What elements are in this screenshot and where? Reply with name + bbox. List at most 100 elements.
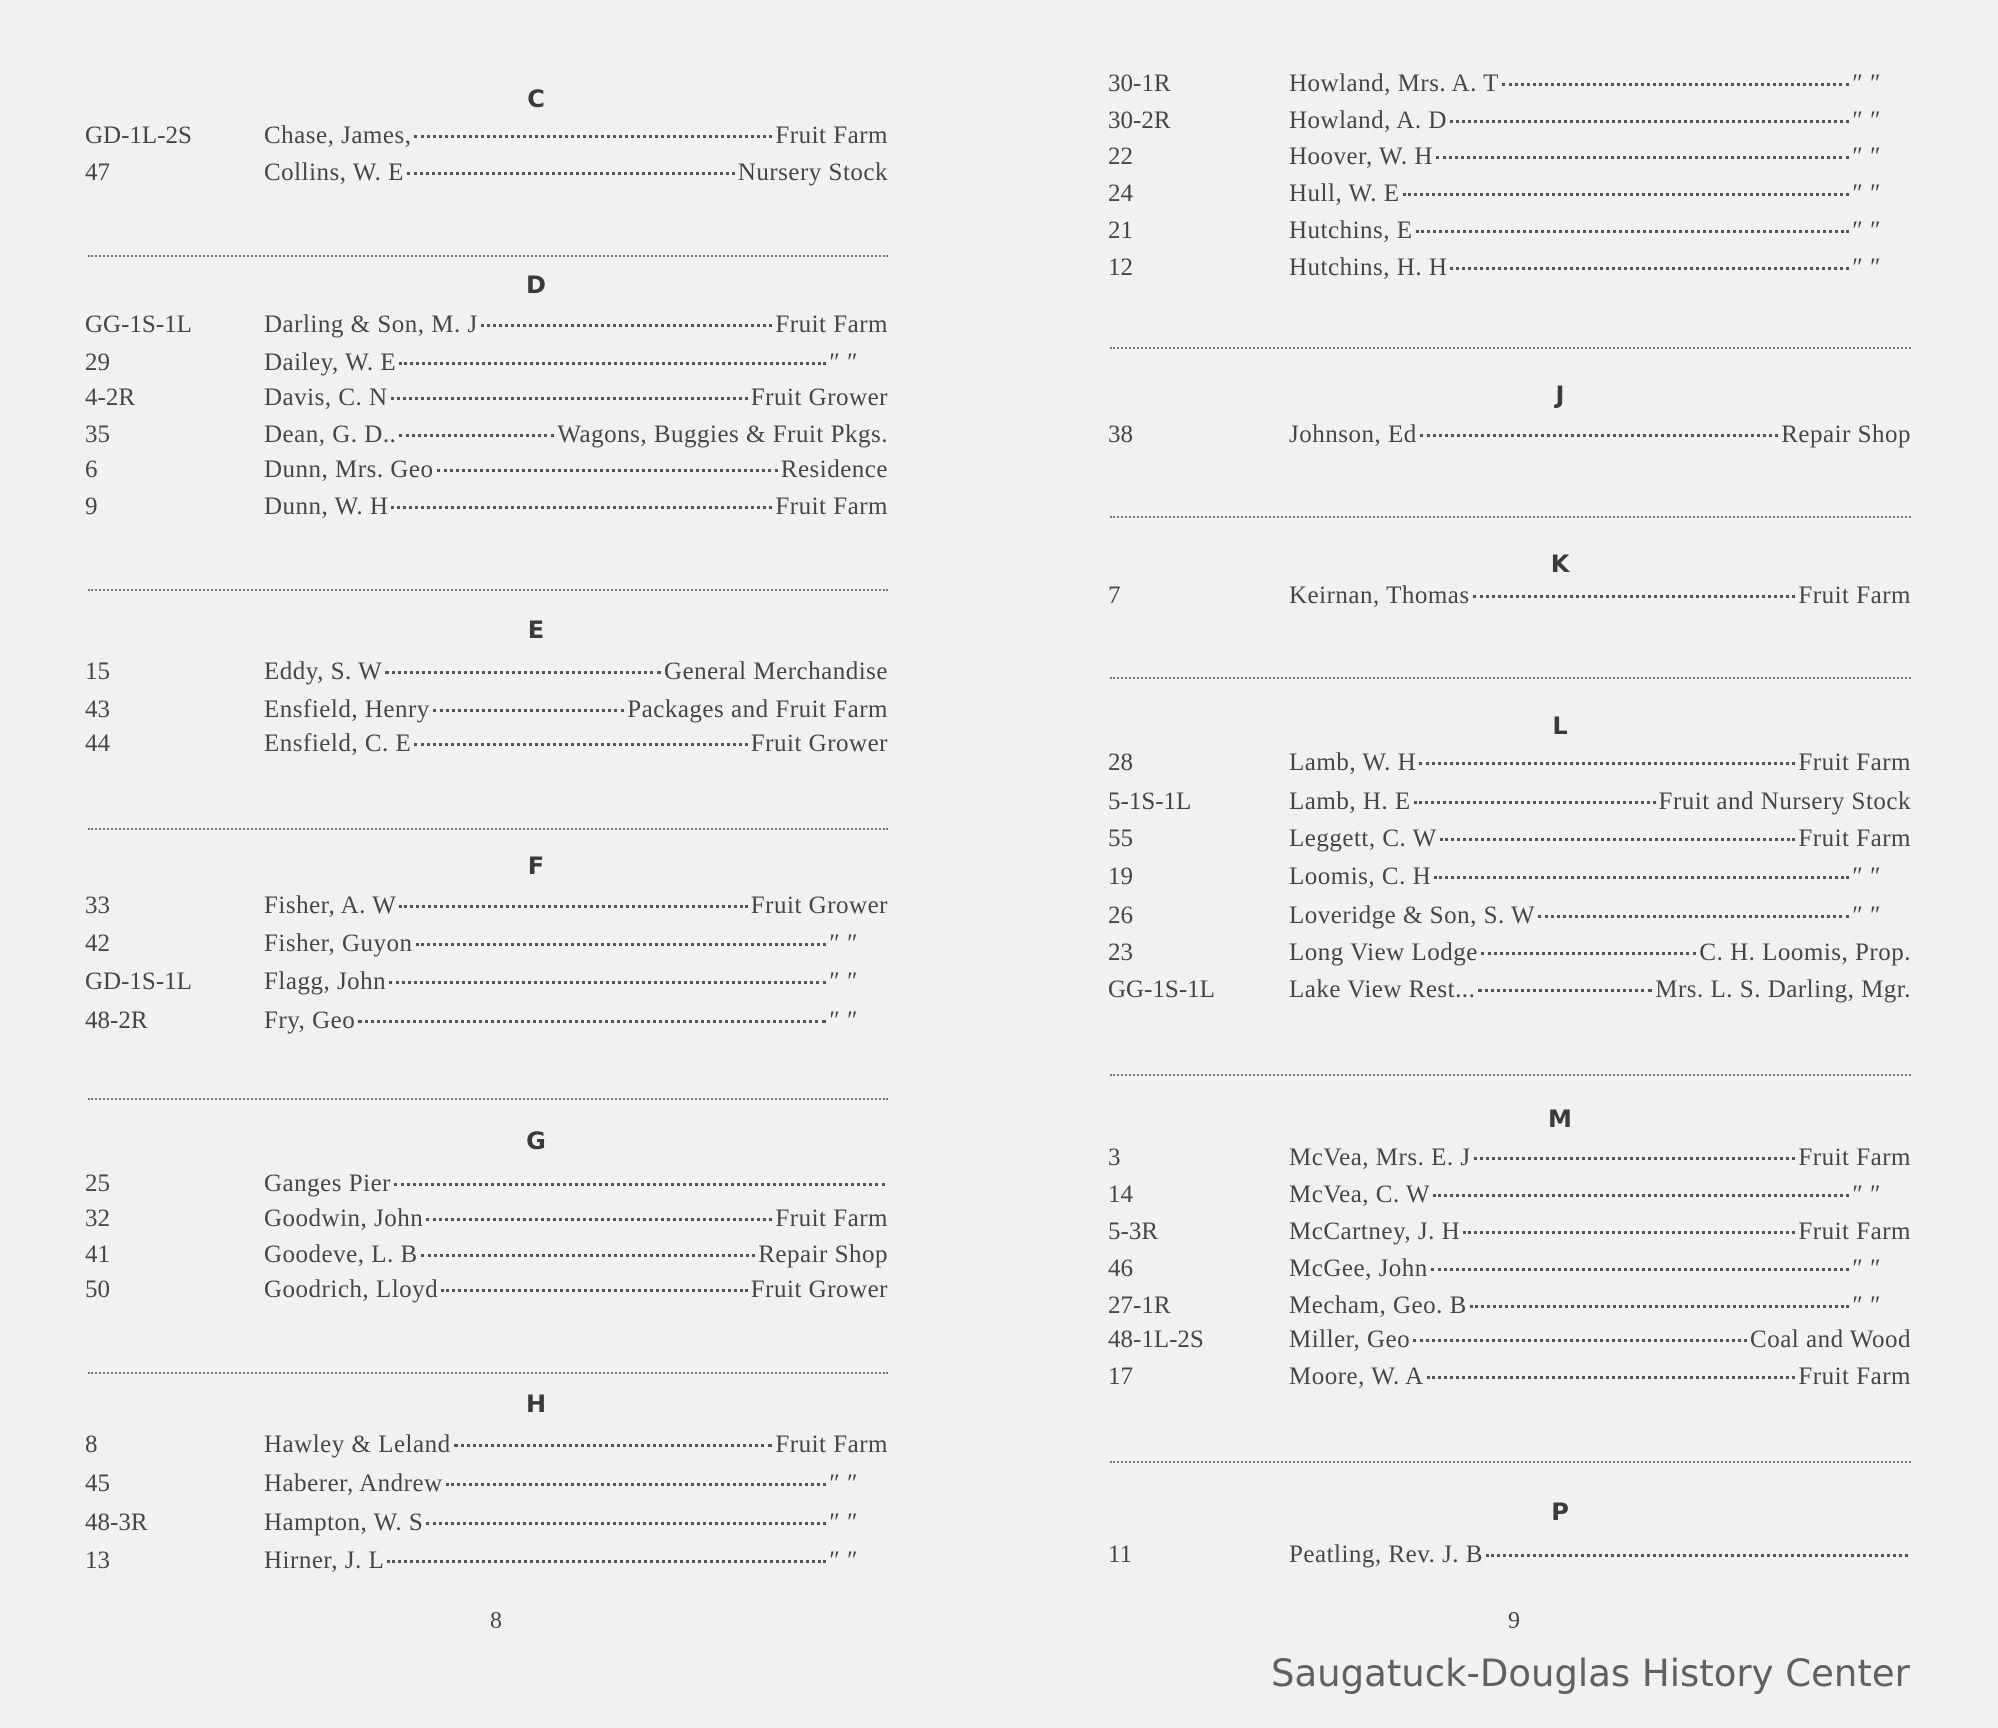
entry-code: 41 [85, 1241, 110, 1268]
entry-description: Fruit Farm [1798, 825, 1911, 852]
dot-leader [414, 743, 748, 746]
dot-leader [1486, 1554, 1908, 1557]
entry-code: 13 [85, 1547, 110, 1574]
entry-code: 25 [85, 1170, 110, 1197]
dotted-divider [88, 1098, 888, 1100]
dot-leader [1435, 156, 1850, 159]
entry-code: 4-2R [85, 384, 135, 411]
entry-code: GD-1L-2S [85, 122, 192, 149]
entry-code: 11 [1108, 1541, 1133, 1568]
entry-name: Lamb, W. H [1289, 749, 1417, 776]
entry-name: Peatling, Rev. J. B [1289, 1541, 1483, 1568]
entry-description: ″ ″ [829, 930, 858, 957]
directory-entry: Eddy, S. W General Merchandise [264, 658, 888, 686]
entry-code: 7 [1108, 582, 1121, 609]
entry-description: Nursery Stock [737, 159, 888, 186]
entry-name: Keirnan, Thomas [1289, 582, 1470, 609]
entry-code: 46 [1108, 1255, 1133, 1282]
entry-code: 33 [85, 892, 110, 919]
entry-code: 3 [1108, 1144, 1121, 1171]
directory-entry: Collins, W. E Nursery Stock [264, 159, 888, 187]
dot-leader [1501, 83, 1850, 86]
entry-name: Hull, W. E [1289, 180, 1400, 207]
entry-name: Fisher, Guyon [264, 930, 413, 957]
directory-entry: Loveridge & Son, S. W ″ ″ [1289, 902, 1911, 930]
entry-name: Hutchins, E [1289, 217, 1413, 244]
entry-code: 48-3R [85, 1509, 148, 1536]
entry-description: Fruit Farm [775, 122, 888, 149]
entry-code: GG-1S-1L [85, 311, 192, 338]
entry-description: Fruit Farm [1798, 749, 1911, 776]
entry-description: Mrs. L. S. Darling, Mgr. [1655, 976, 1911, 1003]
entry-name: Hampton, W. S [264, 1509, 424, 1536]
section-letter: F [527, 852, 545, 880]
dot-leader [1433, 1194, 1850, 1197]
dot-leader [391, 506, 773, 509]
entry-description: ″ ″ [1852, 217, 1881, 244]
dot-leader [1478, 989, 1653, 992]
entry-name: Darling & Son, M. J [264, 311, 478, 338]
dot-leader [399, 905, 748, 908]
dot-leader [1473, 1157, 1796, 1160]
directory-entry: Ensfield, Henry Packages and Fruit Farm [264, 696, 888, 724]
dot-leader [1480, 952, 1697, 955]
directory-entry: McGee, John ″ ″ [1289, 1255, 1911, 1283]
entry-name: Hoover, W. H [1289, 143, 1433, 170]
directory-entry: McCartney, J. H Fruit Farm [1289, 1218, 1911, 1246]
dot-leader [385, 671, 662, 674]
dotted-divider [88, 1372, 888, 1374]
entry-description: Fruit Grower [750, 730, 888, 757]
dot-leader [1434, 876, 1850, 879]
entry-name: McGee, John [1289, 1255, 1428, 1282]
directory-entry: Lamb, H. E Fruit and Nursery Stock [1289, 788, 1911, 816]
directory-entry: Fisher, Guyon ″ ″ [264, 930, 888, 958]
entry-description: ″ ″ [829, 349, 858, 376]
entry-description: ″ ″ [1852, 863, 1881, 890]
directory-entry: Fisher, A. W Fruit Grower [264, 892, 888, 920]
entry-name: Miller, Geo [1289, 1326, 1411, 1353]
entry-code: 27-1R [1108, 1292, 1171, 1319]
entry-description: Wagons, Buggies & Fruit Pkgs. [557, 421, 888, 448]
entry-code: 24 [1108, 180, 1133, 207]
entry-name: Davis, C. N [264, 384, 388, 411]
entry-name: Mecham, Geo. B [1289, 1292, 1467, 1319]
directory-entry: Ensfield, C. E Fruit Grower [264, 730, 888, 758]
dot-leader [441, 1289, 748, 1292]
entry-description: Fruit Farm [1798, 582, 1911, 609]
directory-entry: Hoover, W. H ″ ″ [1289, 143, 1911, 171]
dot-leader [426, 1522, 827, 1525]
dot-leader [1415, 230, 1850, 233]
dot-leader [414, 135, 773, 138]
directory-entry: Darling & Son, M. J Fruit Farm [264, 311, 888, 339]
section-letter: J [1555, 381, 1565, 409]
entry-name: Lamb, H. E [1289, 788, 1411, 815]
entry-description: Fruit Grower [750, 1276, 888, 1303]
dot-leader [415, 943, 827, 946]
entry-description: Coal and Wood [1750, 1326, 1911, 1353]
entry-name: Haberer, Andrew [264, 1470, 443, 1497]
entry-code: 23 [1108, 939, 1133, 966]
entry-description: Fruit Farm [1798, 1218, 1911, 1245]
directory-entry: Hampton, W. S ″ ″ [264, 1509, 888, 1537]
entry-code: 48-1L-2S [1108, 1326, 1204, 1353]
entry-code: 48-2R [85, 1007, 148, 1034]
entry-code: 30-1R [1108, 70, 1171, 97]
entry-description: Fruit Grower [750, 384, 888, 411]
directory-entry: Hull, W. E ″ ″ [1289, 180, 1911, 208]
dotted-divider [1110, 677, 1911, 679]
directory-entry: Dunn, Mrs. Geo Residence [264, 456, 888, 484]
entry-name: Chase, James, [264, 122, 412, 149]
entry-code: 5-1S-1L [1108, 788, 1192, 815]
section-letter: P [1551, 1498, 1569, 1526]
entry-description: ″ ″ [1852, 180, 1881, 207]
dot-leader [1472, 595, 1796, 598]
directory-entry: Haberer, Andrew ″ ″ [264, 1470, 888, 1498]
entry-description: ″ ″ [829, 1509, 858, 1536]
directory-entry: Leggett, C. W Fruit Farm [1289, 825, 1911, 853]
directory-entry: Loomis, C. H ″ ″ [1289, 863, 1911, 891]
entry-code: 55 [1108, 825, 1133, 852]
entry-name: Dean, G. D.. [264, 421, 397, 448]
directory-entry: Howland, A. D ″ ″ [1289, 107, 1911, 135]
dot-leader [358, 1020, 827, 1023]
entry-code: 26 [1108, 902, 1133, 929]
